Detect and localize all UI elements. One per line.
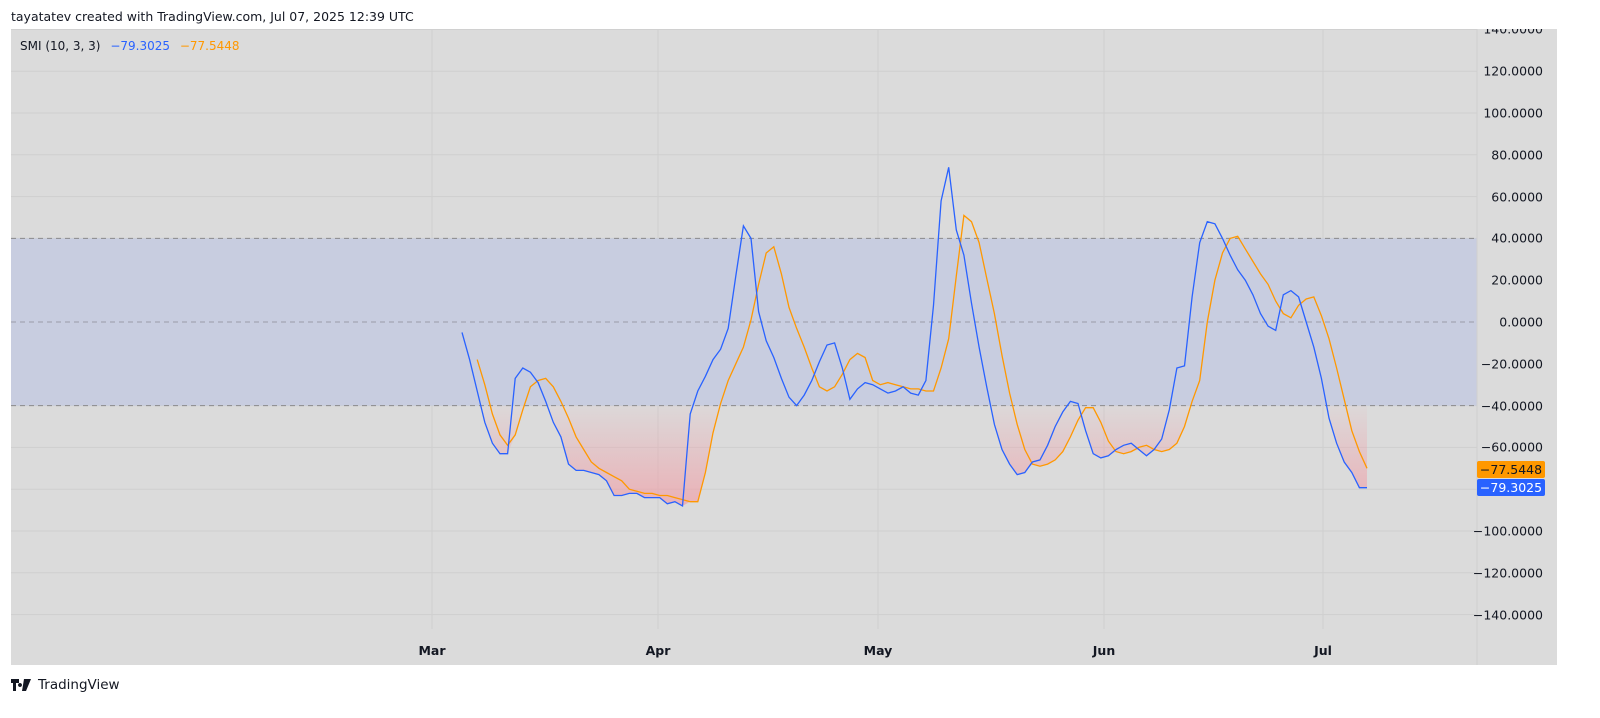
y-tick-label: −140.0000: [1472, 607, 1543, 623]
x-tick-label: Jun: [1092, 643, 1116, 658]
brand-name: TradingView: [38, 677, 120, 693]
y-tick-label: −120.0000: [1472, 565, 1543, 581]
y-tick-label: 20.0000: [1491, 272, 1543, 288]
y-tick-label: −100.0000: [1472, 523, 1543, 539]
tradingview-logo-icon: [11, 679, 31, 691]
tradingview-logo[interactable]: TradingView: [11, 677, 120, 693]
y-tick-label: −40.0000: [1480, 398, 1543, 414]
smi-line: [461, 167, 1367, 507]
signal-line: [476, 214, 1368, 503]
signal-value: −77.5448: [179, 39, 240, 53]
plot-area[interactable]: [11, 29, 1557, 665]
chart-pane[interactable]: SMI (10, 3, 3) −79.3025 −77.5448 140.000…: [11, 29, 1557, 665]
x-tick-label: Mar: [418, 643, 446, 658]
y-tick-label: 0.0000: [1499, 314, 1543, 330]
y-tick-label: −20.0000: [1480, 356, 1543, 372]
y-tick-label: 100.0000: [1483, 105, 1543, 121]
y-tick-label: 80.0000: [1491, 147, 1543, 163]
indicator-name: SMI (10, 3, 3): [20, 39, 101, 53]
y-tick-label: 60.0000: [1491, 189, 1543, 205]
attribution-header: tayatatev created with TradingView.com, …: [11, 9, 414, 24]
x-tick-label: May: [863, 643, 893, 658]
y-tick-label: 140.0000: [1483, 29, 1543, 37]
y-tick-label: −60.0000: [1480, 439, 1543, 455]
smi-price-tag: −79.3025: [1477, 479, 1545, 496]
y-tick-label: 40.0000: [1491, 230, 1543, 246]
smi-value: −79.3025: [110, 39, 170, 53]
x-tick-label: Apr: [645, 643, 671, 658]
x-tick-label: Jul: [1314, 643, 1332, 658]
y-tick-label: 120.0000: [1483, 63, 1543, 79]
signal-price-tag: −77.5448: [1477, 461, 1545, 478]
indicator-legend[interactable]: SMI (10, 3, 3) −79.3025 −77.5448: [20, 39, 246, 53]
